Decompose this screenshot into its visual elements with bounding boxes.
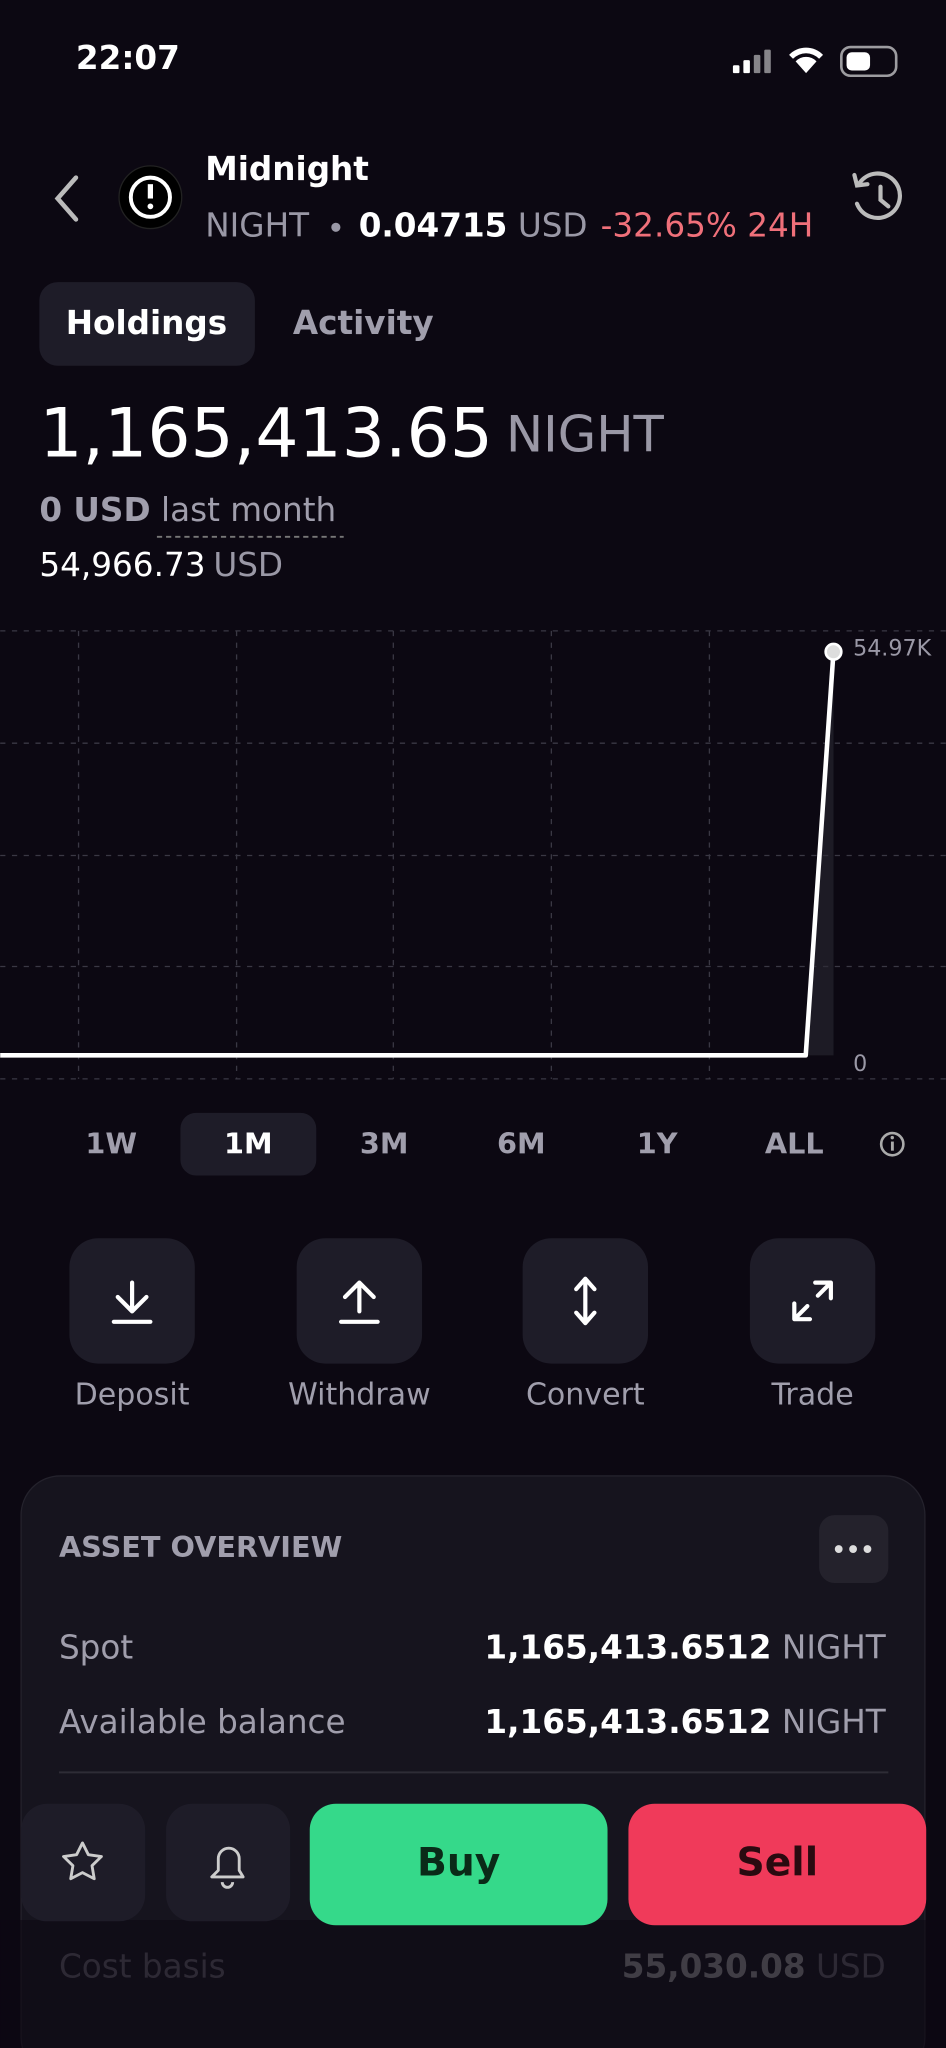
unit: NIGHT [506, 405, 665, 463]
row-value: 1,165,413.6512 NIGHT [484, 1629, 886, 1667]
row-value: 1,165,413.6512 NIGHT [484, 1703, 886, 1741]
balance-amount: 1,165,413.65 NIGHT [39, 394, 664, 473]
sell-button[interactable] [628, 1803, 927, 1926]
action-label[interactable]: Deposit [75, 1378, 190, 1413]
change: -32.65% 24H [601, 206, 814, 244]
action-icon [111, 1280, 153, 1324]
status-icons [732, 45, 898, 78]
range-active-bg[interactable] [180, 1112, 317, 1176]
more-dots [834, 1545, 872, 1553]
alert-button[interactable] [166, 1803, 291, 1922]
price: 0.04715 [359, 206, 508, 244]
usd-value: 54,966.73 USD [39, 546, 283, 584]
range-option[interactable]: 1W [85, 1126, 137, 1160]
back-button[interactable] [54, 175, 79, 222]
asset-info: NIGHT 0.04715 USD -32.65% 24H [205, 206, 813, 244]
asset-name: Midnight [205, 150, 369, 188]
coin-icon-mark [147, 184, 153, 199]
amount: 1,165,413.65 [39, 394, 493, 473]
sub-value: 0 USD [39, 491, 150, 529]
favorite-button[interactable] [21, 1803, 146, 1922]
range-option[interactable]: 6M [497, 1126, 546, 1160]
chart: 0 54.97K [0, 636, 933, 1077]
range-option[interactable]: 1M [224, 1126, 273, 1160]
balance-change: 0 USD last month [39, 491, 336, 529]
sell-label[interactable]: Sell [737, 1841, 819, 1886]
sub-period[interactable]: last month [161, 491, 336, 529]
bell-icon [210, 1846, 245, 1889]
row-label: Spot [59, 1629, 133, 1667]
unit: NIGHT [782, 1703, 887, 1741]
action-icon [574, 1276, 597, 1326]
action-label[interactable]: Convert [526, 1378, 645, 1413]
range-option[interactable]: ALL [765, 1126, 824, 1160]
line [0, 651, 836, 1058]
y-tick-label: 54.97K [853, 636, 933, 662]
usd-unit: USD [213, 546, 283, 584]
end-point [824, 642, 843, 661]
action-icon [338, 1280, 380, 1324]
row-label: Available balance [59, 1703, 346, 1741]
buy-label[interactable]: Buy [417, 1841, 500, 1886]
range-option[interactable]: 3M [360, 1126, 409, 1160]
separator-dot [331, 222, 341, 232]
overview-title: ASSET OVERVIEW [59, 1530, 342, 1564]
action-button[interactable] [749, 1238, 876, 1364]
range-option[interactable]: 1Y [637, 1126, 679, 1160]
action-icon [792, 1280, 833, 1322]
usd-amount: 54,966.73 [39, 546, 205, 584]
chart-grid [0, 630, 946, 1080]
buy-button[interactable] [309, 1803, 608, 1926]
value: 1,165,413.6512 [484, 1703, 771, 1741]
star-icon [62, 1841, 103, 1881]
tab-active-bg[interactable] [39, 282, 255, 366]
value: 1,165,413.6512 [484, 1629, 771, 1667]
y-tick-label: 0 [853, 1051, 867, 1077]
range-selector: 1W 1M 3M 6M 1Y ALL [85, 1126, 823, 1160]
coin-icon-dot [147, 203, 154, 210]
status-time: 22:07 [76, 39, 180, 77]
history-button[interactable] [852, 171, 902, 221]
actions: Deposit Withdraw Convert Trade [69, 1238, 876, 1413]
bottom-fade [0, 1920, 946, 2048]
coin-icon-ring [128, 175, 172, 219]
currency: USD [518, 206, 588, 244]
tab[interactable]: Activity [293, 304, 434, 342]
ticker: NIGHT [205, 206, 310, 244]
unit: NIGHT [782, 1629, 887, 1667]
action-label[interactable]: Withdraw [288, 1378, 431, 1413]
tab[interactable]: Holdings [66, 304, 228, 342]
info-icon[interactable] [879, 1131, 905, 1157]
action-label[interactable]: Trade [770, 1378, 853, 1413]
